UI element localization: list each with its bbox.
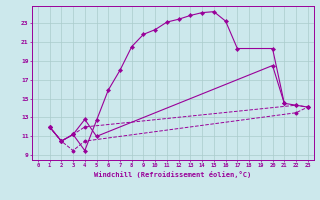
X-axis label: Windchill (Refroidissement éolien,°C): Windchill (Refroidissement éolien,°C) [94,171,252,178]
